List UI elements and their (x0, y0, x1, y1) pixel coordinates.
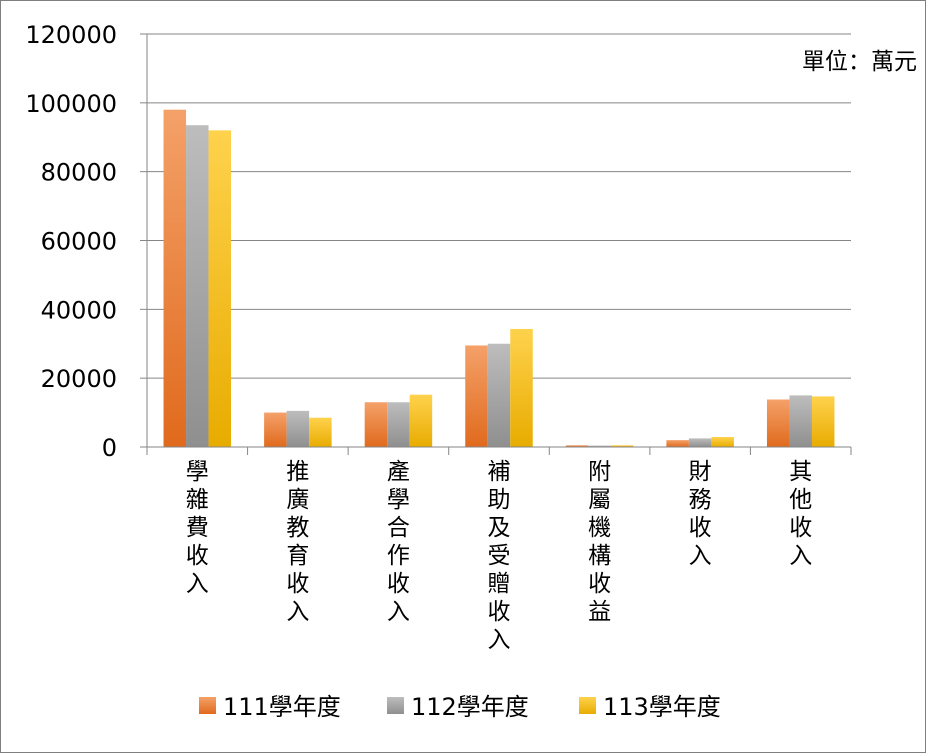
bar-series-2 (789, 395, 812, 447)
bar-series-2 (688, 438, 712, 447)
bar-series-2 (286, 410, 310, 447)
gridlines (147, 33, 851, 448)
bar-series-3 (610, 445, 634, 447)
y-tick-label: 60000 (41, 228, 117, 256)
legend-label: 113學年度 (603, 693, 721, 721)
x-category-label: 其他收入 (789, 459, 812, 569)
bar-series-3 (811, 396, 835, 447)
bar-series-2 (487, 343, 511, 447)
bar-series-1 (364, 402, 388, 447)
legend-swatch (579, 697, 596, 714)
bar-series-1 (465, 345, 488, 447)
bar-series-2 (186, 125, 209, 448)
bar-series-3 (409, 394, 433, 447)
bar-series-1 (264, 412, 287, 447)
y-axis: 0 20000 40000 60000 80000 100000 120000 (25, 21, 148, 462)
legend-swatch (387, 697, 404, 714)
y-tick-label: 120000 (25, 21, 117, 49)
x-category-label: 學雜費收入 (186, 459, 209, 597)
x-category-label: 補助及受贈收入 (488, 459, 511, 653)
legend-label: 111學年度 (223, 693, 341, 721)
bar-series-3 (208, 130, 232, 447)
unit-label: 單位：萬元 (802, 49, 917, 75)
bar-series-2 (588, 445, 611, 447)
bar-series-3 (309, 417, 332, 447)
x-category-label: 財務收入 (689, 459, 712, 569)
bar-series-3 (510, 328, 533, 447)
x-category-label: 附屬機構收益 (588, 459, 611, 625)
bar-series-3 (711, 437, 734, 447)
y-tick-label: 0 (102, 434, 117, 462)
y-tick-label: 20000 (41, 365, 117, 393)
bars (163, 109, 835, 448)
bar-series-1 (766, 399, 790, 447)
legend-label: 112學年度 (411, 693, 529, 721)
bar-series-1 (666, 440, 689, 447)
x-axis: 學雜費收入 推廣教育收入 產學合作收入 補助及受贈收入 附屬機構收益 財務收入 其他收入 (146, 446, 852, 653)
bar-series-1 (163, 109, 187, 447)
y-tick-label: 80000 (41, 159, 117, 187)
bar-series-1 (565, 445, 589, 447)
x-category-label: 推廣教育收入 (286, 459, 309, 625)
bar-series-2 (387, 402, 410, 447)
y-tick-label: 40000 (41, 296, 117, 324)
y-tick-label: 100000 (25, 90, 117, 118)
legend: 111學年度 112學年度 113學年度 (199, 693, 721, 721)
x-category-label: 產學合作收入 (387, 459, 410, 625)
legend-swatch (199, 697, 216, 714)
